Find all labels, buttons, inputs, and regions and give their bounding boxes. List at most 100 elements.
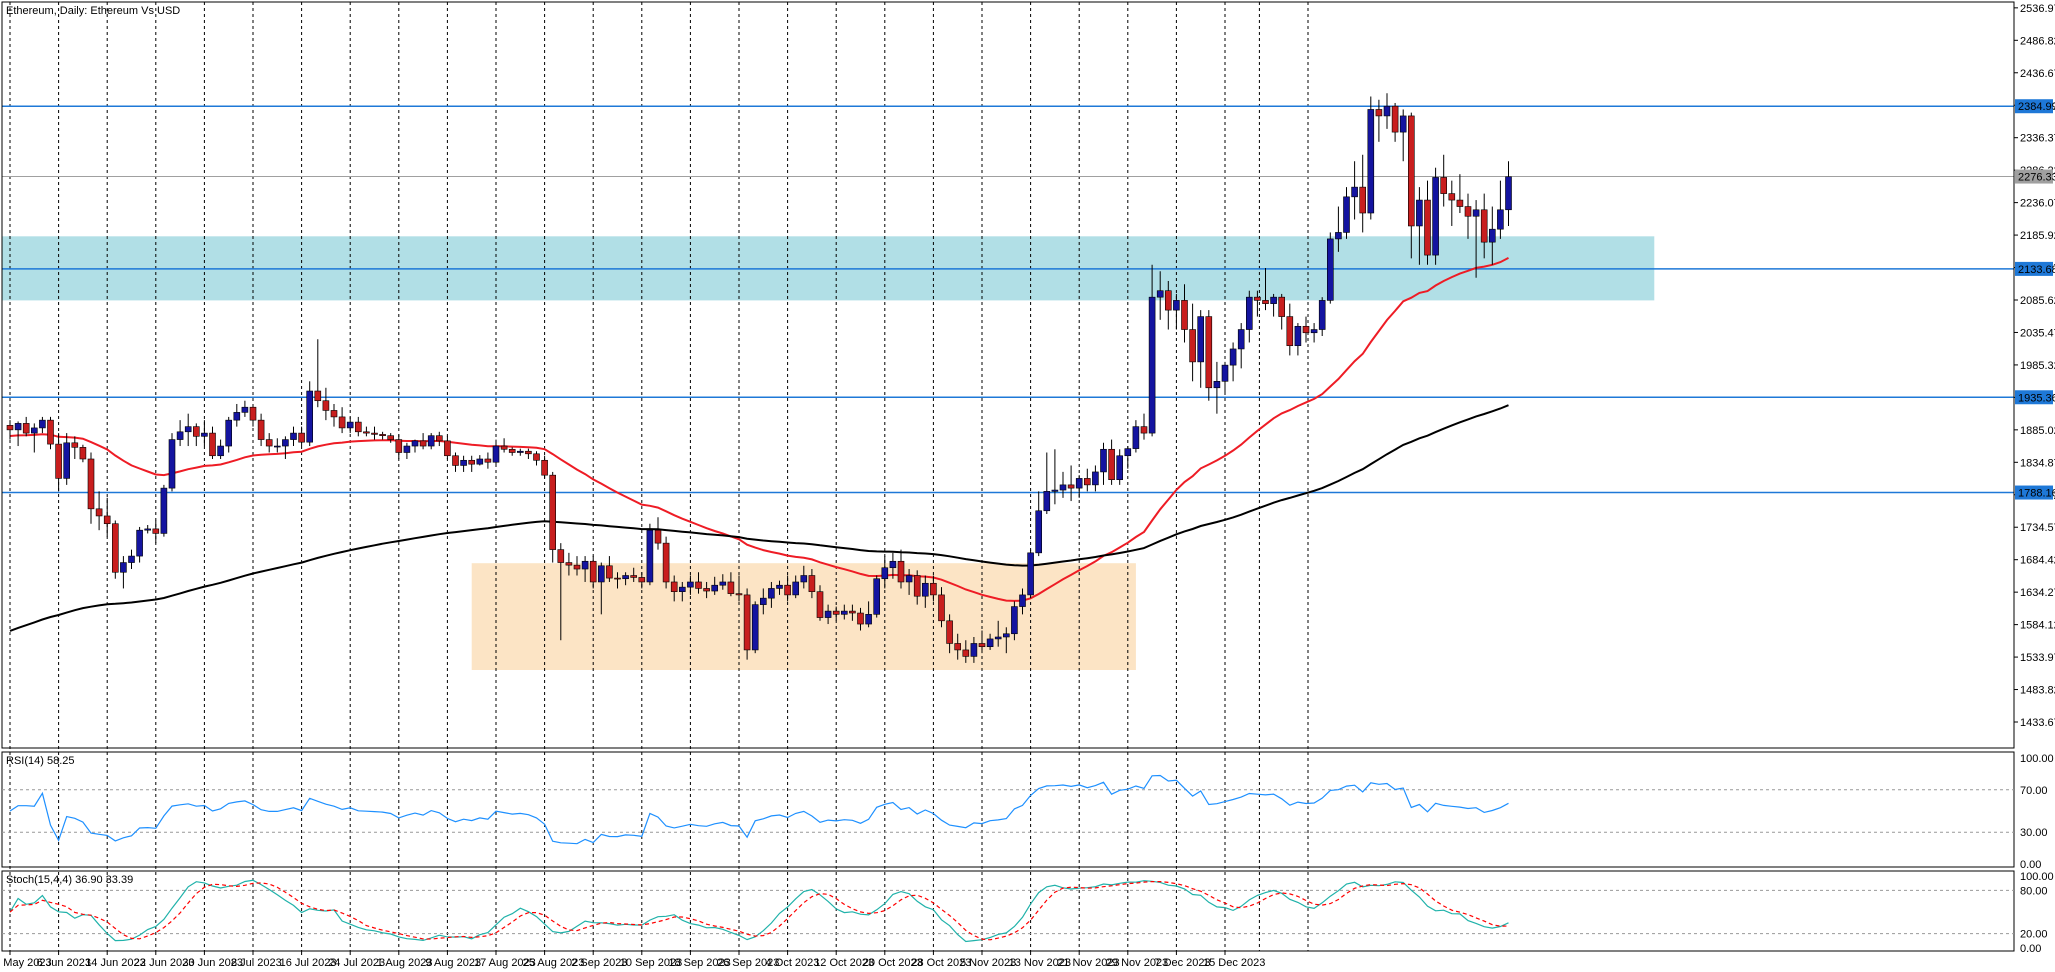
stochastic-panel: Stoch(15,4,4) 36.90 33.39 100.00 80.00 20.… (1, 870, 2054, 955)
candle-body (120, 562, 127, 573)
candle-body (978, 643, 986, 647)
stoch-label: Stoch(15,4,4) 36.90 33.39 (6, 874, 133, 886)
candle-body (233, 412, 241, 421)
level-tag (2015, 261, 2053, 276)
candle-body (889, 560, 897, 569)
candle (516, 448, 524, 456)
rsi-grid (2, 789, 2014, 833)
candle (22, 416, 30, 437)
candle-body (444, 440, 451, 457)
candle (95, 491, 103, 531)
candle-body (1399, 115, 1407, 133)
candle-body (241, 406, 249, 413)
candle (1092, 465, 1099, 492)
candle-body (873, 578, 881, 615)
candle-body (201, 432, 208, 437)
candle (970, 636, 978, 663)
candle (314, 339, 322, 408)
candle (1229, 342, 1237, 382)
candle-body (468, 459, 476, 465)
date-tick-label: 22 Jun 2023 (134, 957, 195, 969)
candle (1011, 601, 1018, 641)
candle (533, 451, 540, 466)
candle (1440, 154, 1447, 207)
candle (1489, 206, 1496, 265)
candle (1335, 206, 1342, 252)
candle (1173, 293, 1180, 330)
candle-body (857, 612, 864, 625)
candle (1278, 293, 1285, 330)
candle (492, 439, 500, 466)
candle-body (946, 620, 953, 644)
candle (1286, 303, 1294, 356)
candle (1189, 303, 1196, 382)
candle-body (1237, 329, 1245, 350)
candle (484, 452, 492, 469)
candle-body (719, 581, 727, 586)
candle (687, 575, 694, 595)
candle-body (897, 560, 905, 583)
candle-body (921, 582, 929, 597)
candle-body (452, 455, 459, 466)
candle-body (849, 610, 856, 614)
level-tag (2015, 485, 2053, 500)
candle-body (1100, 448, 1107, 473)
candle (630, 567, 638, 582)
candle-body (1173, 300, 1180, 311)
candle (946, 614, 953, 654)
rsi-label: RSI(14) 58.25 (6, 755, 74, 767)
candle (597, 562, 605, 615)
price-tick-label: 2185.92 (2020, 230, 2055, 242)
candle-body (1335, 232, 1342, 240)
candle (1067, 465, 1075, 502)
candle-body (1416, 199, 1423, 227)
candle-body (670, 581, 678, 592)
candle (565, 552, 573, 576)
candle-body (265, 439, 273, 447)
candle (112, 520, 119, 579)
candle-body (63, 442, 71, 479)
candle (363, 426, 370, 437)
candle-body (1002, 633, 1010, 638)
candle (930, 575, 937, 602)
candle (168, 433, 176, 492)
level-tag-label: 2133.68 (2018, 264, 2055, 276)
candle (638, 572, 646, 589)
candle-body (654, 529, 662, 544)
candle (1497, 180, 1504, 239)
candle (978, 630, 986, 654)
candle (525, 448, 532, 459)
candle (444, 436, 451, 459)
candle (832, 606, 840, 621)
date-tick-label: 15 Dec 2023 (1203, 957, 1265, 969)
date-tick-label: 14 Jun 2023 (85, 957, 146, 969)
date-tick-label: 17 Aug 2023 (474, 957, 536, 969)
price-panel: Ethereum, Daily: Ethereum Vs USD 2536.97… (1, 1, 2055, 951)
candle (1221, 361, 1229, 395)
candle (614, 572, 621, 589)
candle (1351, 161, 1358, 220)
candle (986, 633, 994, 650)
candle (1132, 420, 1140, 453)
horizontal-levels (2, 105, 2014, 494)
stoch-tick-label: 20.00 (2020, 929, 2048, 941)
candle-body (508, 448, 516, 453)
moving-average-short (9, 257, 1509, 602)
candle-body (128, 555, 135, 563)
candle (954, 633, 962, 660)
candle-body (1067, 484, 1075, 489)
candle-body (905, 575, 913, 583)
candle (1464, 193, 1472, 239)
candle-body (695, 581, 702, 589)
candle (176, 420, 184, 447)
candle (387, 433, 395, 443)
candle (1075, 475, 1083, 498)
candle-body (930, 582, 937, 596)
candle (468, 455, 476, 472)
candle-body (144, 528, 151, 531)
candle-body (435, 435, 443, 442)
level-tag-label: 1935.36 (2018, 392, 2055, 404)
candle-body (39, 419, 46, 429)
candle (695, 572, 702, 594)
